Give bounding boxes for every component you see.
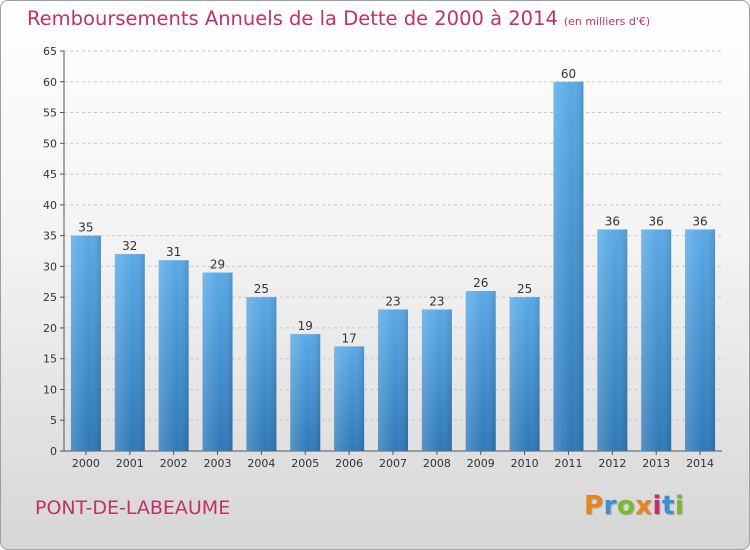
value-label-2000: 35	[78, 221, 93, 235]
x-tick-label-2009: 2009	[467, 457, 495, 470]
bar-shade-2003	[202, 272, 233, 451]
x-tick-label-2004: 2004	[247, 457, 275, 470]
x-tick-label-2006: 2006	[335, 457, 363, 470]
bar-shade-2011	[553, 81, 584, 452]
value-label-2005: 19	[298, 319, 313, 333]
logo-letter: o	[616, 491, 636, 521]
x-tick-label-2005: 2005	[291, 457, 319, 470]
bar-shade-2005	[290, 334, 321, 451]
logo-letter: t	[661, 491, 675, 521]
y-tick-label: 55	[43, 107, 57, 120]
bar-shade-2010	[509, 297, 540, 451]
y-tick-label: 5	[50, 414, 57, 427]
logo-letter: i	[652, 491, 662, 521]
data-labels: 35 32 31 29 25 19 17 23 23 26 25 60 36 36 36	[78, 67, 707, 346]
bar-shade-2014	[685, 229, 716, 451]
x-tick-label-2013: 2013	[642, 457, 670, 470]
bars	[70, 81, 716, 452]
value-label-2001: 32	[122, 239, 137, 253]
bar-shade-2001	[114, 254, 145, 451]
y-tick-label: 30	[43, 260, 57, 273]
chart-title-text: Remboursements Annuels de la Dette de 20…	[27, 7, 558, 30]
value-label-2014: 36	[692, 214, 707, 228]
bar-shade-2009	[465, 291, 496, 451]
x-tick-label-2008: 2008	[423, 457, 451, 470]
bar-shade-2008	[421, 309, 452, 451]
x-tick-label-2014: 2014	[686, 457, 714, 470]
bar-shade-2002	[158, 260, 189, 451]
value-label-2010: 25	[517, 282, 532, 296]
y-tick-label: 60	[43, 76, 57, 89]
x-tick-label-2011: 2011	[554, 457, 582, 470]
x-tick-label-2007: 2007	[379, 457, 407, 470]
value-label-2002: 31	[166, 245, 181, 259]
bar-shade-2006	[334, 346, 365, 451]
y-tick-label: 40	[43, 199, 57, 212]
value-label-2009: 26	[473, 276, 488, 290]
x-tick-label-2010: 2010	[511, 457, 539, 470]
value-label-2007: 23	[385, 294, 400, 308]
x-tick-label-2001: 2001	[116, 457, 144, 470]
y-tick-label: 50	[43, 137, 57, 150]
bar-shade-2004	[246, 297, 277, 451]
value-label-2006: 17	[341, 331, 356, 345]
y-tick-label: 10	[43, 383, 57, 396]
logo-letter: r	[603, 491, 617, 521]
y-tick-label: 45	[43, 168, 57, 181]
axes: 0 5 10 15 20 25 30 35 40 45 50 55 60 65 2000 2001 2002 20…	[43, 45, 722, 470]
bar-shade-2013	[641, 229, 672, 451]
value-label-2011: 60	[561, 67, 576, 81]
logo-letter: x	[635, 491, 653, 521]
chart-title: Remboursements Annuels de la Dette de 20…	[27, 7, 650, 30]
bar-shade-2000	[70, 235, 101, 451]
bar-shade-2007	[378, 309, 408, 451]
value-label-2004: 25	[254, 282, 269, 296]
x-tick-label-2012: 2012	[598, 457, 626, 470]
logo-letter: P	[584, 491, 604, 521]
value-label-2008: 23	[429, 294, 444, 308]
commune-name: PONT-DE-LABEAUME	[35, 497, 231, 519]
x-tick-label-2002: 2002	[160, 457, 188, 470]
y-tick-label: 65	[43, 45, 57, 58]
y-tick-label: 0	[50, 445, 57, 458]
y-tick-label: 35	[43, 230, 57, 243]
chart-subtitle: (en milliers d'€)	[563, 15, 651, 28]
value-label-2012: 36	[605, 214, 620, 228]
y-tick-label: 20	[43, 322, 57, 335]
bar-shade-2012	[597, 229, 628, 451]
value-label-2013: 36	[649, 214, 664, 228]
value-label-2003: 29	[210, 258, 225, 272]
y-tick-label: 25	[43, 291, 57, 304]
x-tick-label-2003: 2003	[204, 457, 232, 470]
x-tick-label-2000: 2000	[72, 457, 100, 470]
proxiti-logo[interactable]: Proxiti	[584, 491, 684, 521]
y-tick-label: 15	[43, 353, 57, 366]
logo-letter: i	[674, 491, 685, 521]
